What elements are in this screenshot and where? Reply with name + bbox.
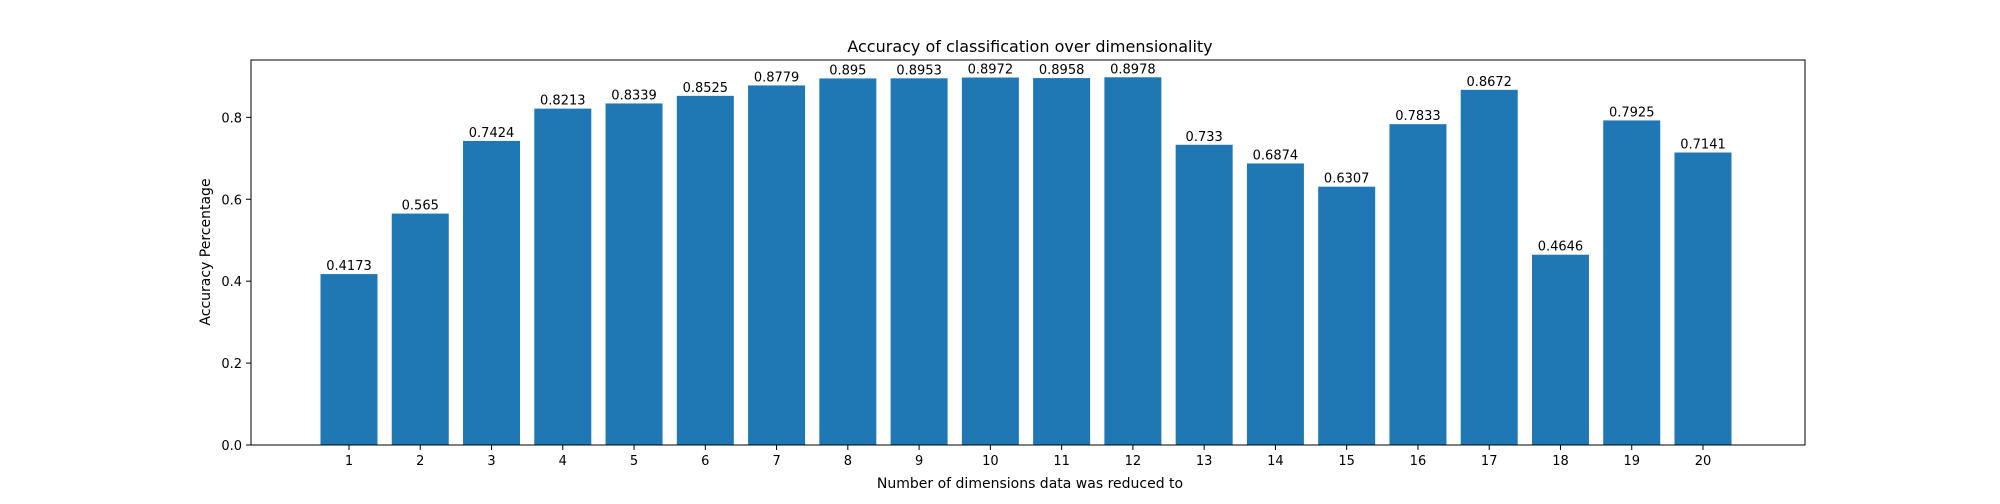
x-tick-label: 2 (416, 454, 424, 469)
y-tick-label: 0.6 (221, 193, 242, 208)
bar-value-label: 0.7141 (1680, 138, 1726, 153)
plot-frame (250, 59, 1806, 446)
bar-value-label: 0.7424 (469, 126, 515, 141)
x-tick-label: 17 (1481, 454, 1498, 469)
chart-title: Accuracy of classification over dimensio… (847, 37, 1212, 56)
x-tick-label: 11 (1053, 454, 1070, 469)
x-tick-label: 9 (915, 454, 923, 469)
bar-value-label: 0.6307 (1324, 172, 1370, 187)
bar-value-label: 0.8978 (1110, 62, 1156, 77)
bar-value-label: 0.8972 (968, 63, 1014, 78)
y-tick-label: 0.0 (221, 439, 242, 454)
bar (1246, 163, 1304, 445)
x-tick-label: 8 (844, 454, 852, 469)
bar-value-label: 0.8953 (896, 63, 942, 78)
bar-value-label: 0.8213 (540, 94, 586, 109)
x-tick-label: 18 (1552, 454, 1569, 469)
bar (463, 140, 521, 445)
x-axis: 1 2 3 4 5 6 7 8 9 10 11 12 13 14 15 16 17 18 19 20 (345, 445, 1711, 469)
x-tick-label: 16 (1410, 454, 1427, 469)
bar (676, 95, 734, 445)
bar-value-label: 0.8672 (1466, 75, 1512, 90)
x-axis-label: Number of dimensions data was reduced to (877, 476, 1183, 492)
value-labels-layer: 0.4173 0.565 0.7424 0.8213 0.8339 0.8525 0.877… (326, 62, 1726, 274)
bar (1460, 89, 1518, 445)
bar-value-label: 0.4646 (1538, 240, 1584, 255)
bar (1104, 77, 1162, 445)
y-tick-label: 0.4 (221, 275, 242, 290)
bar (748, 85, 806, 446)
bar-value-label: 0.565 (402, 199, 439, 214)
bar (1033, 78, 1091, 445)
x-tick-label: 7 (772, 454, 780, 469)
bar-value-label: 0.8779 (754, 70, 800, 85)
bar-value-label: 0.7925 (1609, 105, 1655, 120)
bar-value-label: 0.8339 (611, 88, 657, 103)
bar-value-label: 0.7833 (1395, 109, 1441, 124)
bar (1389, 124, 1447, 446)
y-axis-label: Accuracy Percentage (198, 178, 214, 325)
y-axis: 0.0 0.2 0.4 0.6 0.8 (221, 111, 251, 454)
bar-value-label: 0.733 (1186, 130, 1223, 145)
bar (1531, 254, 1589, 445)
bar (961, 77, 1019, 445)
y-tick-label: 0.8 (221, 111, 242, 126)
x-tick-label: 1 (345, 454, 353, 469)
x-tick-label: 15 (1338, 454, 1355, 469)
y-tick-label: 0.2 (221, 357, 242, 372)
bars-layer (320, 77, 1732, 446)
x-tick-label: 5 (630, 454, 638, 469)
x-tick-label: 10 (982, 454, 999, 469)
x-tick-label: 19 (1623, 454, 1640, 469)
x-tick-label: 20 (1695, 454, 1712, 469)
bar (391, 213, 449, 445)
bar-value-label: 0.6874 (1253, 148, 1299, 163)
x-tick-label: 3 (487, 454, 495, 469)
x-tick-label: 13 (1196, 454, 1213, 469)
bar-value-label: 0.8958 (1039, 63, 1085, 78)
bar (605, 103, 663, 446)
bar (890, 78, 948, 445)
bar-value-label: 0.8525 (683, 81, 729, 96)
bar (1603, 120, 1661, 445)
bar (1175, 144, 1233, 445)
bar (1318, 186, 1376, 445)
x-tick-label: 14 (1267, 454, 1284, 469)
bar-value-label: 0.4173 (326, 259, 372, 274)
bar-value-label: 0.895 (829, 63, 866, 78)
bar (320, 274, 378, 445)
bar (819, 78, 877, 446)
x-tick-label: 12 (1125, 454, 1142, 469)
bar (1674, 152, 1732, 445)
x-tick-label: 6 (701, 454, 709, 469)
bar (534, 108, 592, 446)
x-tick-label: 4 (559, 454, 567, 469)
